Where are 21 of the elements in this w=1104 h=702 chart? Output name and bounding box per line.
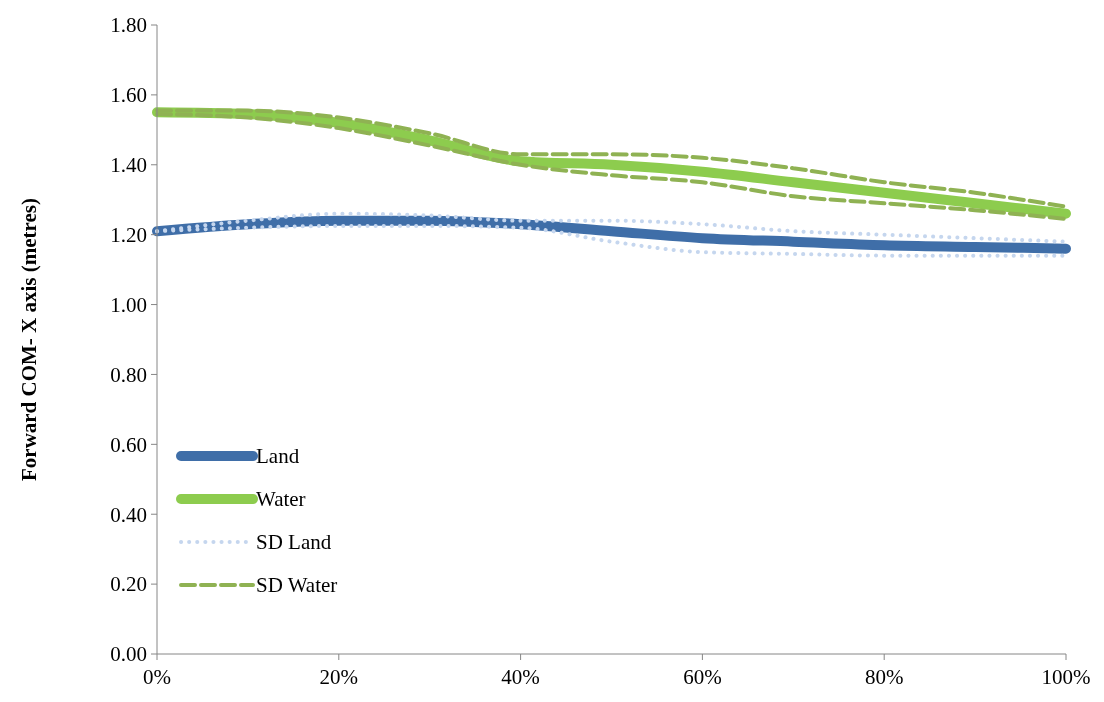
x-tick-label: 40% [501, 665, 540, 689]
legend-label: Water [256, 487, 306, 512]
y-tick-label: 1.20 [110, 223, 147, 248]
y-tick-label: 1.60 [110, 83, 147, 108]
x-tick-label: 0% [143, 665, 171, 689]
x-tick-label: 60% [683, 665, 722, 689]
x-tick-label: 20% [319, 665, 359, 689]
x-tick-label: 100% [1041, 665, 1091, 689]
y-tick-label: 0.40 [110, 502, 147, 527]
y-tick-label: 1.00 [110, 292, 147, 317]
y-tick-label: 1.40 [110, 153, 147, 178]
x-tick-label: 80% [864, 665, 904, 689]
y-tick-label: 0.00 [110, 642, 147, 667]
y-tick-label: 1.80 [110, 13, 147, 38]
legend-label: SD Water [256, 573, 338, 598]
y-tick-label: 0.20 [110, 572, 147, 597]
y-axis-title: Forward COM- X axis (metres) [17, 197, 41, 482]
y-tick-label: 0.60 [110, 432, 147, 457]
legend-label: Land [256, 444, 300, 469]
y-tick-label: 0.80 [110, 362, 147, 387]
legend-label: SD Land [256, 530, 332, 555]
